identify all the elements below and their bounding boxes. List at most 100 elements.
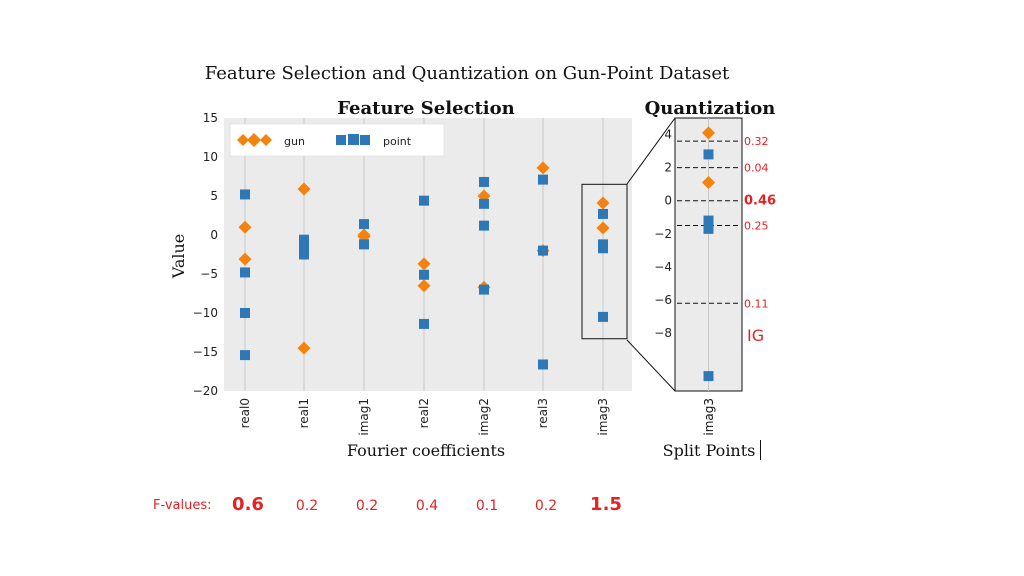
point-class-marker xyxy=(240,350,250,361)
point-class-marker xyxy=(479,176,489,187)
point-class-marker xyxy=(299,240,309,251)
gun-point-marker xyxy=(596,221,610,235)
left-y-tick-label: 5 xyxy=(210,189,218,203)
legend-point-marker xyxy=(348,134,359,145)
f-value: 0.2 xyxy=(296,498,318,514)
gun-point-marker xyxy=(238,252,252,266)
left-x-tick-label: imag3 xyxy=(596,398,610,436)
zoom-connector-bottom xyxy=(626,339,676,392)
left-y-tick-label: −20 xyxy=(193,384,218,398)
left-x-tick-label: real1 xyxy=(297,398,311,428)
point-class-marker xyxy=(479,220,489,231)
left-y-tick-label: −10 xyxy=(193,306,218,320)
split-ig-label: 0.11 xyxy=(744,297,769,310)
point-class-marker xyxy=(703,371,714,382)
point-class-marker xyxy=(598,243,608,254)
left-x-tick-label: real2 xyxy=(417,398,431,428)
split-ig-label: 0.32 xyxy=(744,135,769,148)
left-x-axis-label: Fourier coefficients xyxy=(347,441,505,460)
f-value: 1.5 xyxy=(590,494,622,515)
gun-point-marker xyxy=(297,341,311,355)
point-class-marker xyxy=(419,195,429,206)
gun-point-marker xyxy=(238,220,252,234)
left-y-tick-label: 0 xyxy=(210,228,218,242)
right-chart-title: Quantization xyxy=(645,98,776,119)
point-class-marker xyxy=(240,308,250,318)
point-class-marker xyxy=(598,311,608,322)
gun-point-marker xyxy=(536,161,550,175)
right-y-tick-label: −6 xyxy=(654,293,672,307)
gun-point-marker xyxy=(702,126,715,140)
right-data-points xyxy=(702,126,715,382)
f-values-row: F-values: 0.6 0.2 0.2 0.4 0.1 0.2 1.5 xyxy=(153,494,622,515)
left-y-tick-label: −5 xyxy=(200,267,218,281)
point-class-marker xyxy=(538,359,548,370)
point-class-marker xyxy=(359,219,369,230)
feature-selection-chart: Feature Selection 15 10 5 0 −5 −10 −15 −20 real… xyxy=(169,98,632,460)
legend-gun-marker xyxy=(247,133,261,147)
legend-gun-marker xyxy=(237,134,249,146)
f-value: 0.1 xyxy=(476,498,498,514)
point-class-marker xyxy=(703,215,714,226)
left-x-tick-label: real0 xyxy=(238,398,252,428)
legend-point-marker xyxy=(336,135,346,145)
f-value: 0.2 xyxy=(356,498,378,514)
left-chart-title: Feature Selection xyxy=(337,98,514,119)
slide-title: Feature Selection and Quantization on Gu… xyxy=(205,63,730,84)
legend-point-label: point xyxy=(383,135,412,148)
gun-point-marker xyxy=(417,257,431,271)
left-x-axis: real0 real1 imag1 real2 imag2 real3 imag3 xyxy=(238,398,610,436)
gun-point-marker xyxy=(702,176,715,190)
legend-point-marker xyxy=(360,135,370,145)
point-class-marker xyxy=(359,239,369,250)
legend-gun-marker xyxy=(260,134,272,146)
quantization-chart: Quantization 4 2 0 −2 −4 −6 −8 0.32 0.04 0.46 0.2… xyxy=(645,98,776,460)
f-values-label: F-values: xyxy=(153,498,211,513)
left-y-tick-label: 10 xyxy=(203,150,218,164)
left-y-axis: 15 10 5 0 −5 −10 −15 −20 xyxy=(193,111,218,398)
right-x-tick-label: imag3 xyxy=(702,398,716,436)
point-class-marker xyxy=(419,269,429,280)
left-plot-area xyxy=(224,118,632,391)
right-y-tick-label: −4 xyxy=(654,260,672,274)
point-class-marker xyxy=(703,223,714,234)
left-x-tick-label: imag2 xyxy=(477,398,491,436)
left-x-tick-label: imag1 xyxy=(357,398,371,436)
right-y-tick-label: 0 xyxy=(664,194,672,208)
gun-point-marker xyxy=(417,279,431,293)
point-class-marker xyxy=(703,149,714,160)
ig-annotation: IG xyxy=(747,326,764,345)
split-ig-label: 0.46 xyxy=(744,194,776,209)
left-data-points xyxy=(238,145,610,370)
legend: gun point xyxy=(229,123,445,157)
left-y-tick-label: −15 xyxy=(193,345,218,359)
point-class-marker xyxy=(598,208,608,219)
point-class-marker xyxy=(419,318,429,329)
point-class-marker xyxy=(479,284,489,295)
gun-point-marker xyxy=(596,196,610,210)
point-class-marker xyxy=(240,267,250,278)
right-y-tick-label: 2 xyxy=(664,161,672,175)
point-class-marker xyxy=(479,198,489,209)
legend-gun-label: gun xyxy=(284,135,305,148)
zoom-connector-top xyxy=(626,117,676,185)
right-x-axis-label: Split Points xyxy=(663,441,756,460)
split-ig-label: 0.25 xyxy=(744,220,769,233)
f-value: 0.4 xyxy=(416,498,438,514)
imag3-highlight-box xyxy=(581,183,628,340)
left-y-tick-label: 15 xyxy=(203,111,218,125)
gun-point-marker xyxy=(297,182,311,196)
point-class-marker xyxy=(538,174,548,185)
right-y-tick-label: −2 xyxy=(654,227,672,241)
point-class-marker xyxy=(299,234,309,245)
f-value: 0.2 xyxy=(535,498,557,514)
point-class-marker xyxy=(240,189,250,200)
left-y-axis-label: Value xyxy=(169,234,188,280)
f-value: 0.6 xyxy=(232,494,264,515)
point-class-marker xyxy=(299,249,309,260)
split-ig-label: 0.04 xyxy=(744,162,769,175)
split-point-lines: 0.32 0.04 0.46 0.25 0.11 xyxy=(677,135,776,310)
right-y-tick-label: −8 xyxy=(654,326,672,340)
point-class-marker xyxy=(538,245,548,256)
